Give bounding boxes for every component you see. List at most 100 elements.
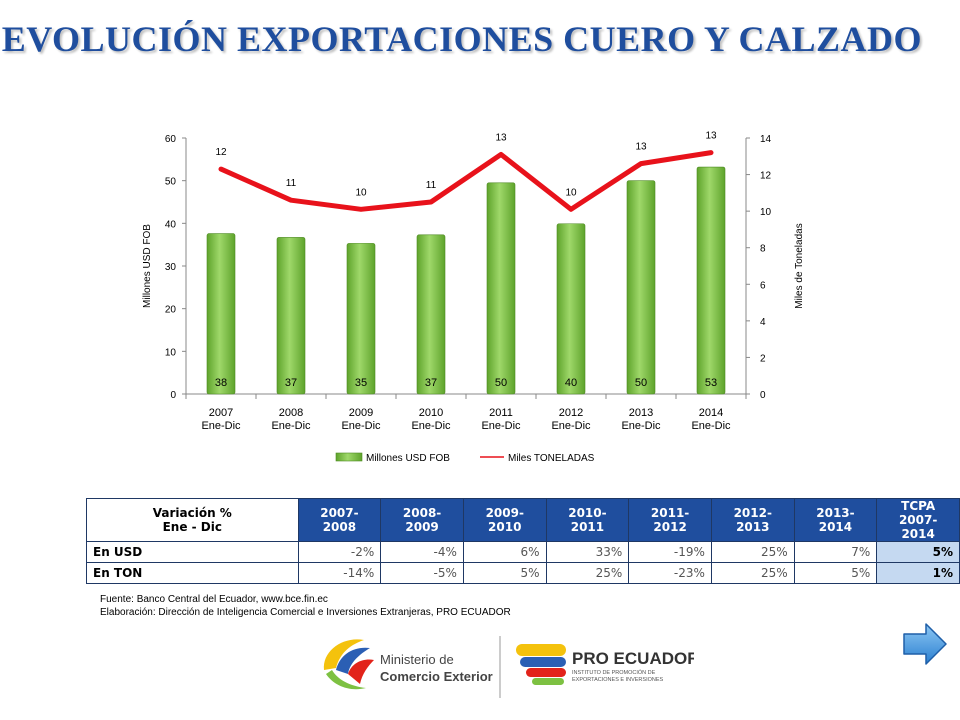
tcpa-cell: 1% <box>876 562 960 584</box>
next-arrow-icon[interactable] <box>902 622 948 666</box>
y-tick-label-left: 40 <box>165 219 177 230</box>
x-tick-label: 2009 <box>349 407 373 419</box>
x-tick-label: 2010 <box>419 407 443 419</box>
line-data-label: 10 <box>355 187 367 198</box>
source-note: Fuente: Banco Central del Ecuador, www.b… <box>100 593 511 619</box>
header-variation-line1: Variación % <box>152 506 232 520</box>
ministerio-line2: Comercio Exterior <box>380 669 493 684</box>
table-row: En TON -14% -5% 5% 25% -23% 25% 5% 1% <box>86 562 960 584</box>
source-line: Fuente: Banco Central del Ecuador, www.b… <box>100 594 328 605</box>
table-cell: 33% <box>545 541 630 563</box>
legend-label-line: Miles TONELADAS <box>508 453 595 464</box>
bar-data-label: 37 <box>285 377 297 389</box>
table-row: En USD -2% -4% 6% 33% -19% 25% 7% 5% <box>86 541 960 563</box>
row-label: En USD <box>86 541 299 563</box>
ministerio-line1: Ministerio de <box>380 652 454 667</box>
bar-data-label: 40 <box>565 377 577 389</box>
bar <box>696 166 726 395</box>
table-cell: 25% <box>710 541 795 563</box>
table-cell: 25% <box>710 562 795 584</box>
proecuador-sub1: INSTITUTO DE PROMOCIÓN DE <box>572 669 656 676</box>
table-cell: -14% <box>297 562 382 584</box>
line-data-label: 12 <box>215 147 227 158</box>
x-tick-label: Ene-Dic <box>551 420 591 432</box>
bar <box>416 234 446 395</box>
table-cell: -23% <box>628 562 712 584</box>
bar <box>206 233 236 395</box>
line-data-label: 13 <box>705 131 717 142</box>
proecuador-logo: PRO ECUADOR INSTITUTO DE PROMOCIÓN DE EX… <box>516 644 694 685</box>
y-tick-label-left: 10 <box>165 347 177 358</box>
col-header: 2009-2010 <box>462 498 547 542</box>
table-cell: 25% <box>545 562 630 584</box>
table-cell: -19% <box>628 541 712 563</box>
table-cell: -4% <box>380 541 464 563</box>
col-header: 2007-2008 <box>297 498 382 542</box>
table-cell: 7% <box>793 541 878 563</box>
bar <box>346 243 376 395</box>
page-title: EVOLUCIÓN EXPORTACIONES CUERO Y CALZADO <box>1 19 922 59</box>
ministerio-logo: Ministerio de Comercio Exterior <box>323 639 493 690</box>
table-cell: 5% <box>462 562 547 584</box>
x-tick-label: 2011 <box>489 407 513 419</box>
x-tick-label: Ene-Dic <box>481 420 521 432</box>
col-header: 2012-2013 <box>710 498 795 542</box>
line-data-label: 11 <box>286 178 297 189</box>
x-tick-label: Ene-Dic <box>621 420 661 432</box>
bar <box>556 223 586 395</box>
bar <box>276 237 306 395</box>
col-header: 2008-2009 <box>380 498 464 542</box>
table-cell: -2% <box>297 541 382 563</box>
y-tick-label-right: 10 <box>760 207 772 218</box>
y-tick-label-right: 14 <box>760 134 772 145</box>
x-tick-label: Ene-Dic <box>691 420 731 432</box>
tcpa-line1: TCPA <box>901 499 936 513</box>
y-tick-label-left: 30 <box>165 262 177 273</box>
line-data-label: 13 <box>495 132 507 143</box>
line-data-label: 11 <box>426 180 437 191</box>
table-header-row: Variación % Ene - Dic 2007-2008 2008-200… <box>86 498 960 542</box>
legend-label-bar: Millones USD FOB <box>366 453 450 464</box>
y-tick-label-right: 6 <box>760 280 766 291</box>
table-cell: 5% <box>793 562 878 584</box>
bar-data-label: 37 <box>425 377 437 389</box>
tcpa-cell: 5% <box>876 541 960 563</box>
col-header-tcpa: TCPA 2007-2014 <box>876 498 960 542</box>
row-label: En TON <box>86 562 299 584</box>
col-header: 2011-2012 <box>628 498 712 542</box>
table-cell: 6% <box>462 541 547 563</box>
line-data-label: 13 <box>635 142 647 153</box>
y-tick-label-right: 2 <box>760 353 766 364</box>
credit-line: Elaboración: Dirección de Inteligencia C… <box>100 607 511 618</box>
bar <box>486 182 516 395</box>
col-header: 2010-2011 <box>545 498 630 542</box>
bar-data-label: 35 <box>355 377 367 389</box>
y-tick-label-right: 8 <box>760 244 766 255</box>
footer-logos: Ministerio de Comercio Exterior PRO ECUA… <box>323 636 694 698</box>
header-variation: Variación % Ene - Dic <box>86 498 299 542</box>
col-header: 2013-2014 <box>793 498 878 542</box>
x-tick-label: 2007 <box>209 407 233 419</box>
y-axis-title-left: Millones USD FOB <box>142 224 153 308</box>
x-tick-label: Ene-Dic <box>271 420 311 432</box>
bar <box>626 180 656 395</box>
variation-table: Variación % Ene - Dic 2007-2008 2008-200… <box>86 498 960 584</box>
bar-data-label: 50 <box>635 377 647 389</box>
line-series <box>218 150 714 212</box>
x-tick-label: 2014 <box>699 407 723 419</box>
line-data-label: 10 <box>565 187 577 198</box>
x-tick-label: Ene-Dic <box>341 420 381 432</box>
y-axis-title-right: Miles de Toneladas <box>794 223 805 308</box>
bar-data-label: 53 <box>705 377 717 389</box>
proecuador-sub2: EXPORTACIONES E INVERSIONES <box>572 677 664 683</box>
y-tick-label-right: 0 <box>760 390 766 401</box>
header-variation-line2: Ene - Dic <box>162 520 222 534</box>
y-tick-label-left: 50 <box>165 177 177 188</box>
y-tick-label-right: 4 <box>760 317 766 328</box>
x-tick-label: Ene-Dic <box>201 420 241 432</box>
y-tick-label-left: 60 <box>165 134 177 145</box>
combo-chart: 0102030405060024681012142007Ene-Dic2008E… <box>142 131 805 464</box>
y-tick-label-left: 0 <box>170 390 176 401</box>
bar-data-label: 50 <box>495 377 507 389</box>
x-tick-label: 2013 <box>629 407 653 419</box>
